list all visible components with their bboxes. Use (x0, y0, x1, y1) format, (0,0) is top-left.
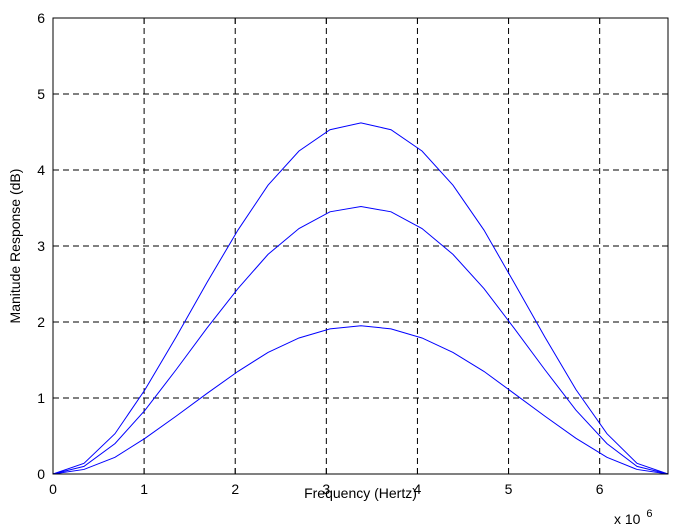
ticks-layer (52, 17, 668, 475)
series-line-2 (52, 205, 669, 475)
x-tick-label: 6 (596, 481, 604, 497)
x-axis-label: Frequency (Hertz) (304, 485, 417, 501)
x-tick-label: 0 (49, 481, 57, 497)
x-axis-multiplier-base: x 10 (614, 511, 641, 527)
tick-labels-layer: 0 1 2 3 4 5 6 0 1 2 3 4 5 6 (37, 10, 604, 497)
x-axis-multiplier: x 10 6 (614, 508, 652, 527)
x-tick-label: 4 (414, 481, 422, 497)
series-line-3 (52, 325, 669, 475)
x-tick-label: 3 (322, 481, 330, 497)
x-tick-label: 1 (140, 481, 148, 497)
x-axis-multiplier-exponent: 6 (646, 508, 652, 520)
x-tick-label: 2 (231, 481, 239, 497)
y-tick-label: 6 (37, 10, 45, 26)
y-tick-label: 0 (37, 466, 45, 482)
y-tick-label: 3 (37, 238, 45, 254)
y-tick-label: 5 (37, 86, 45, 102)
grid-layer (53, 18, 668, 474)
y-tick-label: 4 (37, 162, 45, 178)
series-layer (52, 122, 669, 475)
y-tick-label: 2 (37, 314, 45, 330)
y-tick-label: 1 (37, 390, 45, 406)
y-axis-label: Manitude Response (dB) (7, 169, 23, 324)
x-tick-label: 5 (505, 481, 513, 497)
series-line-1 (52, 122, 669, 475)
